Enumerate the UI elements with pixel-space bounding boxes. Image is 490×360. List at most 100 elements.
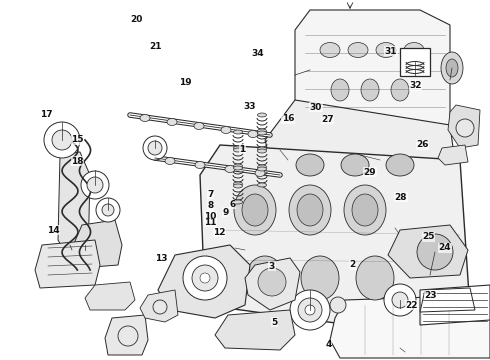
Ellipse shape	[234, 182, 243, 186]
Ellipse shape	[320, 42, 340, 58]
Text: 25: 25	[422, 233, 435, 242]
Ellipse shape	[344, 185, 386, 235]
Ellipse shape	[341, 154, 369, 176]
Circle shape	[417, 234, 453, 270]
Text: 34: 34	[251, 49, 264, 58]
Circle shape	[148, 141, 162, 155]
Circle shape	[118, 326, 138, 346]
Ellipse shape	[258, 147, 267, 151]
Text: 19: 19	[179, 78, 192, 87]
Polygon shape	[438, 145, 468, 165]
Ellipse shape	[301, 256, 339, 300]
Ellipse shape	[391, 79, 409, 101]
Circle shape	[305, 305, 315, 315]
Ellipse shape	[376, 42, 396, 58]
Ellipse shape	[225, 166, 235, 172]
Circle shape	[183, 256, 227, 300]
Text: 29: 29	[364, 168, 376, 177]
Ellipse shape	[167, 118, 177, 126]
Polygon shape	[330, 295, 490, 358]
Circle shape	[81, 171, 109, 199]
Ellipse shape	[234, 185, 276, 235]
Circle shape	[298, 298, 322, 322]
Ellipse shape	[348, 42, 368, 58]
Polygon shape	[245, 258, 300, 310]
Circle shape	[44, 122, 80, 158]
Text: 15: 15	[71, 135, 84, 144]
Polygon shape	[105, 315, 148, 355]
Text: 27: 27	[321, 115, 334, 124]
Ellipse shape	[441, 52, 463, 84]
Ellipse shape	[258, 149, 267, 153]
Ellipse shape	[258, 129, 267, 133]
Text: 24: 24	[439, 243, 451, 252]
Text: 31: 31	[385, 47, 397, 56]
Polygon shape	[420, 288, 475, 312]
Ellipse shape	[234, 166, 243, 170]
Polygon shape	[158, 245, 250, 318]
Text: 22: 22	[405, 301, 418, 310]
Text: 1: 1	[240, 145, 245, 154]
Polygon shape	[72, 220, 122, 268]
Circle shape	[392, 292, 408, 308]
Ellipse shape	[234, 130, 243, 134]
Circle shape	[200, 273, 210, 283]
Circle shape	[87, 177, 103, 193]
Text: 28: 28	[394, 193, 407, 202]
Polygon shape	[140, 290, 178, 322]
Text: 13: 13	[155, 254, 168, 263]
Circle shape	[192, 265, 218, 291]
Text: 10: 10	[204, 212, 217, 220]
Ellipse shape	[297, 194, 323, 226]
Text: 6: 6	[230, 200, 236, 209]
Circle shape	[96, 198, 120, 222]
Circle shape	[290, 290, 330, 330]
Bar	[400, 48, 430, 76]
Ellipse shape	[248, 131, 258, 138]
Ellipse shape	[234, 164, 243, 168]
Ellipse shape	[404, 42, 424, 58]
Polygon shape	[420, 285, 490, 325]
Text: 32: 32	[409, 81, 422, 90]
Ellipse shape	[140, 114, 150, 122]
Ellipse shape	[234, 146, 243, 150]
Text: 16: 16	[282, 114, 294, 123]
Ellipse shape	[165, 158, 175, 165]
Polygon shape	[35, 240, 100, 288]
Ellipse shape	[331, 79, 349, 101]
Polygon shape	[265, 100, 460, 230]
Circle shape	[52, 130, 72, 150]
Text: 23: 23	[424, 291, 437, 300]
Circle shape	[258, 268, 286, 296]
Polygon shape	[58, 152, 90, 265]
Ellipse shape	[255, 170, 265, 176]
Ellipse shape	[258, 167, 267, 171]
Text: 5: 5	[271, 318, 277, 327]
Text: 7: 7	[207, 190, 214, 199]
Circle shape	[456, 119, 474, 137]
Ellipse shape	[258, 183, 267, 187]
Text: 18: 18	[71, 157, 84, 166]
Ellipse shape	[246, 256, 284, 300]
Ellipse shape	[194, 122, 204, 130]
Text: 26: 26	[416, 140, 429, 149]
Ellipse shape	[356, 256, 394, 300]
Text: 33: 33	[244, 102, 256, 111]
Circle shape	[330, 297, 346, 313]
Circle shape	[384, 284, 416, 316]
Text: 12: 12	[213, 228, 226, 237]
Ellipse shape	[258, 165, 267, 169]
Ellipse shape	[258, 131, 267, 135]
Text: 14: 14	[47, 226, 59, 235]
Ellipse shape	[296, 154, 324, 176]
Circle shape	[153, 300, 167, 314]
Polygon shape	[85, 282, 135, 310]
Ellipse shape	[242, 194, 268, 226]
Text: 30: 30	[310, 103, 322, 112]
Polygon shape	[215, 310, 295, 350]
Ellipse shape	[234, 200, 243, 204]
Circle shape	[143, 136, 167, 160]
Ellipse shape	[361, 79, 379, 101]
Ellipse shape	[446, 59, 458, 77]
Text: 8: 8	[208, 202, 214, 210]
